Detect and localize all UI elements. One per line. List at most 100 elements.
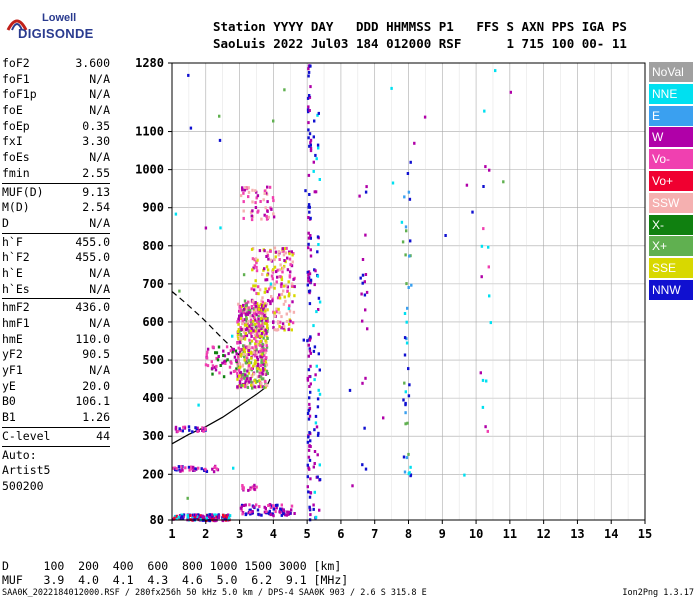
param-row-fxi: fxI 3.30: [2, 134, 110, 150]
echo-point: [237, 337, 240, 341]
echo-point: [247, 371, 251, 375]
echo-point: [485, 379, 488, 383]
echo-point: [241, 188, 244, 192]
echo-point: [309, 335, 312, 339]
echo-point: [312, 135, 315, 139]
footer-file-info: SAA0K_2022184012000.RSF / 280fx256h 50 k…: [2, 588, 427, 598]
echo-point: [173, 516, 176, 520]
echo-point: [255, 351, 258, 355]
echo-point: [245, 512, 248, 516]
echo-point: [255, 265, 258, 269]
echo-point: [254, 380, 258, 384]
echo-point: [181, 468, 184, 472]
echo-point: [285, 320, 289, 323]
echo-point: [308, 338, 312, 342]
echo-point: [254, 189, 257, 193]
echo-point: [265, 370, 269, 373]
echo-point: [239, 347, 242, 351]
echo-point: [233, 355, 237, 359]
echo-point: [259, 200, 262, 203]
echo-point: [283, 513, 287, 517]
echo-point: [307, 417, 311, 421]
echo-point: [403, 381, 406, 385]
echo-point: [307, 105, 310, 109]
echo-point: [252, 350, 255, 354]
param-label: h`E: [2, 265, 23, 280]
echo-point: [259, 302, 263, 306]
echo-point: [272, 199, 275, 203]
echo-point: [281, 247, 284, 251]
echo-point: [307, 121, 310, 125]
echo-point: [201, 426, 204, 430]
echo-point: [273, 328, 276, 332]
echo-point: [307, 236, 311, 240]
echo-point: [410, 283, 413, 287]
echo-point: [308, 280, 312, 284]
echo-point: [265, 331, 268, 335]
echo-point: [196, 430, 199, 433]
echo-point: [288, 309, 292, 313]
echo-point: [306, 485, 309, 489]
echo-point: [243, 355, 246, 359]
echo-point: [363, 280, 366, 284]
echo-point: [315, 157, 318, 161]
y-tick-label: 500: [142, 353, 164, 367]
echo-point: [206, 347, 210, 351]
echo-point: [193, 516, 197, 520]
echo-point: [308, 347, 311, 351]
echo-point: [494, 69, 497, 73]
y-tick-label: 80: [150, 513, 164, 527]
echo-point: [222, 354, 225, 357]
echo-point: [264, 309, 267, 313]
echo-point: [250, 214, 253, 218]
echo-point: [316, 433, 320, 437]
echo-point: [241, 484, 244, 487]
echo-point: [403, 470, 407, 474]
echo-point: [174, 427, 178, 431]
param-value: 44: [96, 428, 110, 443]
echo-point: [307, 408, 311, 412]
echo-point: [244, 328, 248, 332]
param-label: fmin: [2, 165, 30, 180]
echo-point: [283, 88, 286, 92]
echo-point: [264, 359, 267, 363]
param-value: 455.0: [75, 234, 110, 249]
echo-point: [192, 465, 195, 469]
param-divider: [2, 298, 110, 300]
echo-point: [244, 385, 247, 389]
param-value: 455.0: [75, 250, 110, 265]
echo-point: [308, 396, 311, 400]
echo-point: [280, 276, 283, 280]
echo-point: [182, 515, 185, 519]
param-value: 2.55: [82, 165, 110, 180]
echo-point: [307, 70, 311, 74]
echo-point: [175, 514, 179, 518]
echo-point: [407, 367, 410, 371]
echo-point: [317, 332, 320, 336]
echo-point: [264, 380, 267, 383]
echo-point: [258, 505, 261, 508]
echo-point: [307, 273, 310, 277]
echo-point: [269, 249, 272, 253]
echo-point: [404, 422, 407, 426]
param-value: 2.54: [82, 200, 110, 215]
echo-point: [224, 514, 227, 518]
param-value: 110.0: [75, 331, 110, 346]
echo-point: [266, 268, 270, 272]
echo-point: [263, 372, 266, 376]
echo-point: [259, 368, 262, 372]
echo-point: [236, 330, 240, 333]
legend-item-sse: SSE: [649, 258, 693, 279]
echo-point: [255, 332, 258, 336]
echo-point: [254, 301, 257, 304]
echo-point: [261, 360, 264, 364]
param-value: N/A: [89, 103, 110, 118]
echo-point: [176, 429, 179, 433]
echo-point: [286, 285, 289, 289]
echo-point: [444, 234, 447, 237]
echo-point: [221, 361, 224, 365]
echo-point: [260, 299, 263, 303]
echo-point: [309, 278, 313, 282]
echo-point: [251, 386, 254, 390]
echo-point: [232, 370, 236, 373]
